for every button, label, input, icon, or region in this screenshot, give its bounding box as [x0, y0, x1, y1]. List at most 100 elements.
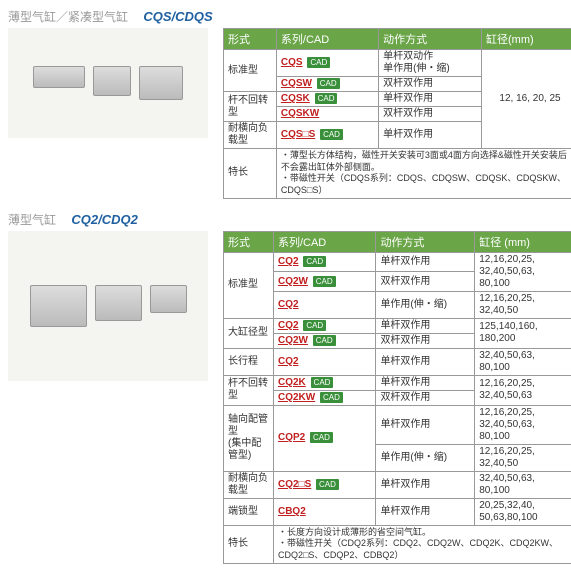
sec1-image: [8, 28, 223, 199]
cell-series: CQ2W CAD: [273, 272, 375, 292]
link-cqskw[interactable]: CQSKW: [281, 108, 319, 119]
cad-badge[interactable]: CAD: [320, 392, 343, 403]
sec1-table: 形式 系列/CAD 动作方式 缸径(mm) 标准型 CQS CAD 单杆双动作 …: [223, 28, 571, 199]
cell-form-feat: 特长: [224, 525, 274, 563]
cell-series: CQP2 CAD: [273, 405, 375, 471]
cell-bore: 12,16,20,25, 32,40,50,63, 80,100: [475, 405, 571, 444]
cell-bore: 12, 16, 20, 25: [482, 50, 571, 149]
sec1-title: 薄型气缸／紧凑型气缸: [8, 10, 128, 24]
cell-action: 单杆双作用: [376, 498, 475, 525]
cell-series: CQ2: [273, 291, 375, 318]
cad-badge[interactable]: CAD: [313, 276, 336, 287]
cell-action: 单作用(伸・缩): [376, 444, 475, 471]
cell-form-std: 标准型: [224, 50, 277, 92]
sec2-title: 薄型气缸: [8, 213, 56, 227]
cell-series: CQSKW: [276, 107, 378, 122]
section-cqs: 薄型气缸／紧凑型气缸 CQS/CDQS 形式 系列/CAD 动作方式 缸径(mm…: [8, 8, 571, 199]
cell-action: 单杆双作用: [379, 122, 482, 149]
link-cqss[interactable]: CQS□S: [281, 129, 315, 140]
cell-bore: 20,25,32,40, 50,63,80,100: [475, 498, 571, 525]
link-cq2[interactable]: CQ2: [278, 356, 299, 367]
cell-bore: 32,40,50,63, 80,100: [475, 348, 571, 375]
section-cq2: 薄型气缸 CQ2/CDQ2 形式 系列/CAD 动作方式 缸径 (mm) 标准型…: [8, 211, 571, 564]
cell-action: 双杆双作用: [376, 272, 475, 292]
th-bore: 缸径 (mm): [475, 231, 571, 252]
link-cq2kw[interactable]: CQ2KW: [278, 392, 315, 403]
cell-feature: ・薄型长方体结构，磁性开关安装可3面或4面方向选择&磁性开关安装后不会露出缸体外…: [276, 149, 571, 199]
cell-action: 单杆双作用: [376, 348, 475, 375]
cad-badge[interactable]: CAD: [303, 256, 326, 267]
cell-action: 单杆双作用: [376, 471, 475, 498]
link-cbq2[interactable]: CBQ2: [278, 506, 306, 517]
cell-action: 双杆双作用: [379, 77, 482, 92]
link-cq2[interactable]: CQ2: [278, 320, 299, 331]
link-cqp2[interactable]: CQP2: [278, 432, 305, 443]
cad-badge[interactable]: CAD: [320, 129, 343, 140]
cell-form-feat: 特长: [224, 149, 277, 199]
cell-action: 双杆双作用: [376, 333, 475, 348]
cell-form-long: 长行程: [224, 348, 274, 375]
cell-form-nonrot: 杆不回转型: [224, 92, 277, 122]
cell-series: CQ2KW CAD: [273, 390, 375, 405]
link-cq2w[interactable]: CQ2W: [278, 276, 308, 287]
cell-action: 单杆双作用: [376, 252, 475, 272]
cell-feature: ・长度方向设计成薄形的省空间气缸。 ・带磁性开关（CDQ2系列：CDQ2、CDQ…: [273, 525, 571, 563]
sec2-title-row: 薄型气缸 CQ2/CDQ2: [8, 211, 571, 228]
cell-form-nonrot: 杆不回转型: [224, 375, 274, 405]
link-cq2s[interactable]: CQ2□S: [278, 479, 311, 490]
sec2-table: 形式 系列/CAD 动作方式 缸径 (mm) 标准型 CQ2 CAD 单杆双作用…: [223, 231, 571, 564]
cell-form-endlock: 端锁型: [224, 498, 274, 525]
cell-action: 单杆双作用: [376, 405, 475, 444]
cell-action: 单杆双作用: [376, 318, 475, 333]
link-cqs[interactable]: CQS: [281, 57, 303, 68]
cell-series: CQS□S CAD: [276, 122, 378, 149]
th-series: 系列/CAD: [273, 231, 375, 252]
cell-bore: 12,16,20,25, 32,40,50: [475, 291, 571, 318]
cell-series: CQ2 CAD: [273, 318, 375, 333]
cad-badge[interactable]: CAD: [313, 335, 336, 346]
cell-form-std: 标准型: [224, 252, 274, 318]
cell-action: 双杆双作用: [379, 107, 482, 122]
cad-badge[interactable]: CAD: [316, 479, 339, 490]
cell-form-large: 大缸径型: [224, 318, 274, 348]
cell-series: CQS CAD: [276, 50, 378, 77]
cell-form-lateral: 耐横向负载型: [224, 471, 274, 498]
cell-series: CQ2W CAD: [273, 333, 375, 348]
link-cqsk[interactable]: CQSK: [281, 93, 310, 104]
cell-action: 双杆双作用: [376, 390, 475, 405]
cell-form-lateral: 耐横向负载型: [224, 122, 277, 149]
cell-bore: 12,16,20,25, 32,40,50: [475, 444, 571, 471]
th-form: 形式: [224, 29, 277, 50]
cell-series: CQ2: [273, 348, 375, 375]
th-action: 动作方式: [376, 231, 475, 252]
cad-badge[interactable]: CAD: [317, 78, 340, 89]
link-cq2w[interactable]: CQ2W: [278, 335, 308, 346]
cell-bore: 32,40,50,63, 80,100: [475, 471, 571, 498]
sec1-title-row: 薄型气缸／紧凑型气缸 CQS/CDQS: [8, 8, 571, 25]
link-cqsw[interactable]: CQSW: [281, 78, 312, 89]
cell-action: 单作用(伸・缩): [376, 291, 475, 318]
cell-series: CQ2K CAD: [273, 375, 375, 390]
cell-form-axial: 轴向配管型 (集中配管型): [224, 405, 274, 471]
sec2-model: CQ2/CDQ2: [71, 212, 137, 227]
cad-badge[interactable]: CAD: [315, 93, 338, 104]
cell-series: CQ2□S CAD: [273, 471, 375, 498]
th-form: 形式: [224, 231, 274, 252]
cell-action: 单杆双动作 单作用(伸・缩): [379, 50, 482, 77]
cad-badge[interactable]: CAD: [307, 57, 330, 68]
cad-badge[interactable]: CAD: [311, 377, 334, 388]
cad-badge[interactable]: CAD: [303, 320, 326, 331]
cad-badge[interactable]: CAD: [310, 432, 333, 443]
sec2-image: [8, 231, 223, 564]
cell-bore: 12,16,20,25, 32,40,50,63, 80,100: [475, 252, 571, 291]
th-series: 系列/CAD: [276, 29, 378, 50]
th-action: 动作方式: [379, 29, 482, 50]
link-cq2k[interactable]: CQ2K: [278, 377, 306, 388]
cell-bore: 125,140,160, 180,200: [475, 318, 571, 348]
cell-series: CQ2 CAD: [273, 252, 375, 272]
link-cq2[interactable]: CQ2: [278, 299, 299, 310]
cell-bore: 12,16,20,25, 32,40,50,63: [475, 375, 571, 405]
cell-action: 单杆双作用: [376, 375, 475, 390]
link-cq2[interactable]: CQ2: [278, 256, 299, 267]
cell-series: CBQ2: [273, 498, 375, 525]
